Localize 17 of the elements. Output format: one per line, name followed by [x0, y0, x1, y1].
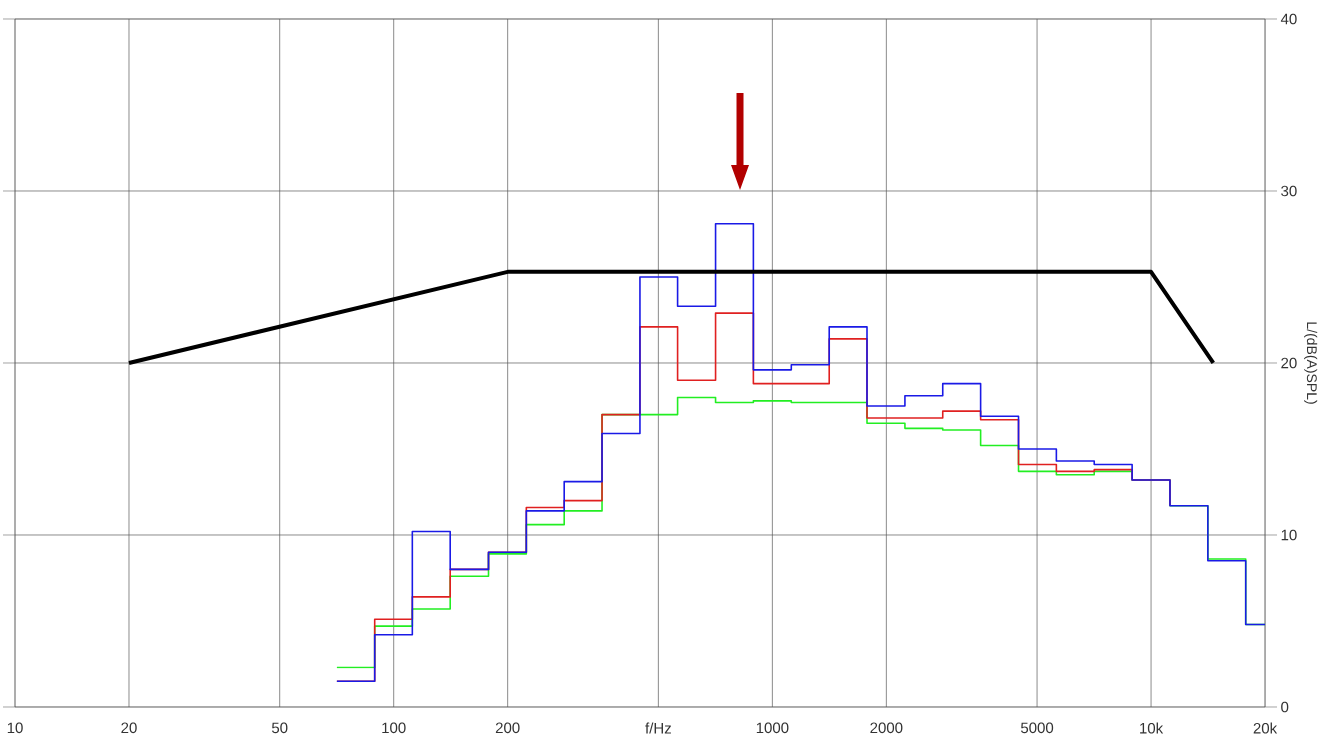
x-tick-label: 20 [121, 722, 137, 734]
x-tick-label: 2000 [870, 722, 903, 734]
x-tick-label: 200 [495, 722, 520, 734]
x-tick-label: 20k [1253, 722, 1278, 734]
x-tick-label: 50 [271, 722, 288, 734]
x-tick-label: f/Hz [645, 722, 671, 734]
x-tick-label: 10 [7, 722, 23, 734]
x-tick-label: 5000 [1020, 722, 1054, 734]
y-tick-label: 40 [1280, 13, 1297, 25]
y-tick-label: 30 [1281, 185, 1297, 197]
y-tick-label: 20 [1281, 357, 1297, 369]
x-tick-label: 1000 [756, 722, 789, 734]
x-tick-label: 100 [382, 722, 406, 734]
y-axis-title: L/(dB(A)SPL) [1304, 322, 1318, 404]
y-tick-label: 10 [1281, 529, 1297, 541]
y-tick-label: 0 [1281, 701, 1289, 713]
x-tick-label: 10k [1140, 722, 1164, 734]
